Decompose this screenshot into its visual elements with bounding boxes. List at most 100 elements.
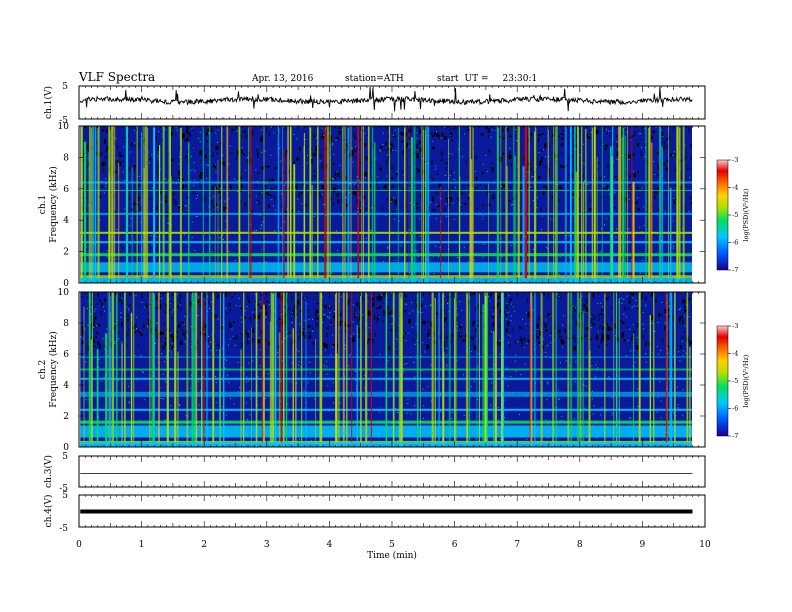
ch2-spectrogram-dot <box>283 415 285 417</box>
ch1-spectrogram-colorbar-tick-label: -4 <box>732 184 738 192</box>
ch1-spectrogram-dot <box>308 271 310 273</box>
ch2-spectrogram-dot <box>309 361 311 363</box>
ch2-spectrogram-dot <box>208 335 209 337</box>
ch1-spectrogram-dot <box>182 270 184 272</box>
ch2-spectrogram-speckle <box>180 302 182 305</box>
ch2-spectrogram-dot <box>441 303 443 305</box>
ch2-spectrogram-speckle <box>585 307 589 312</box>
ch2-spectrogram-speckle <box>443 318 446 322</box>
ch2-spectrogram-dot <box>555 349 557 351</box>
ch2-spectrogram-speckle <box>129 292 131 296</box>
ch2-spectrogram-dot <box>135 295 137 297</box>
ch1-spectrogram-speckle <box>530 167 533 172</box>
ch1-spectrogram-dot <box>255 169 257 171</box>
ch2-spectrogram-dot <box>507 385 509 387</box>
ch1-spectrogram-dot <box>179 153 181 155</box>
ch1-spectrogram-dot <box>601 143 603 145</box>
ch1-spectrogram-dot <box>628 158 630 160</box>
ch1-spectrogram-speckle <box>121 160 124 163</box>
ch1-spectrogram-ytick-label: 2 <box>63 248 69 258</box>
ch1-spectrogram-dot <box>501 256 503 258</box>
ch1-spectrogram-speckle <box>216 130 219 133</box>
ch2-spectrogram-dot <box>515 370 517 372</box>
ch2-spectrogram-dot <box>355 385 357 387</box>
ch1-spectrogram-dot <box>219 237 221 238</box>
ch1-spectrogram-speckle <box>284 209 288 211</box>
ch2-spectrogram-streak <box>91 292 93 447</box>
ch1-spectrogram-dot <box>208 262 210 264</box>
ch1-spectrogram-speckle <box>173 200 177 206</box>
ch2-spectrogram-dot <box>246 376 248 378</box>
ch2-spectrogram-speckle <box>118 298 122 302</box>
ch1-spectrogram-speckle <box>215 203 218 206</box>
ch1-spectrogram-speckle <box>95 151 98 155</box>
ch2-spectrogram-dot <box>365 406 367 408</box>
ch1-spectrogram-speckle <box>450 170 452 175</box>
ch1-spectrogram-dot <box>679 219 681 221</box>
ch2-spectrogram-speckle <box>92 339 95 342</box>
ch2-spectrogram-dot <box>228 382 230 384</box>
header-start-time: start UT = 23:30:1 <box>437 74 543 84</box>
ch2-spectrogram-speckle <box>439 314 441 316</box>
ch1-spectrogram-dot <box>615 228 617 230</box>
ch2-spectrogram-speckle <box>126 319 129 321</box>
ch1-spectrogram-speckle <box>558 185 562 190</box>
ch1-spectrogram-dot <box>604 224 605 226</box>
ch1-spectrogram-dot <box>386 154 388 156</box>
ch2-spectrogram-streak <box>633 333 635 447</box>
ch1-spectrogram-dot <box>467 261 469 263</box>
ch1-spectrogram-streak <box>363 126 364 283</box>
ch1-spectrogram-streak <box>408 126 410 283</box>
ch2-spectrogram-dot <box>230 421 232 423</box>
ch2-spectrogram-speckle <box>346 324 350 327</box>
ch1-spectrogram-dot <box>130 151 132 153</box>
ch1-spectrogram-streak <box>118 162 120 283</box>
ch1-spectrogram-speckle <box>334 171 336 176</box>
ch2-spectrogram-dot <box>430 304 432 306</box>
ch2-spectrogram-speckle <box>283 306 287 310</box>
ch2-spectrogram-streak <box>195 292 198 447</box>
ch1-spectrogram-speckle <box>205 132 209 136</box>
ch2-spectrogram-dot <box>538 344 540 346</box>
ch2-spectrogram-speckle <box>189 301 193 306</box>
ch2-spectrogram-dot <box>241 366 243 368</box>
ch2-spectrogram-dot <box>438 332 440 334</box>
ch1-spectrogram-speckle <box>356 198 359 204</box>
ch2-spectrogram-dot <box>662 440 664 442</box>
ch2-spectrogram-speckle <box>97 340 99 344</box>
ch1-spectrogram-dot <box>676 167 677 169</box>
ch1-spectrogram-speckle <box>609 170 611 173</box>
ch2-spectrogram-dot <box>470 386 472 387</box>
ch1-spectrogram-speckle <box>568 206 570 208</box>
ch1-spectrogram-dot <box>221 155 223 157</box>
x-tick-label: 2 <box>201 540 207 550</box>
ch1-spectrogram-dot <box>497 248 499 250</box>
ch1-spectrogram-dot <box>344 259 345 260</box>
ch1-spectrogram-speckle <box>562 130 566 132</box>
ch1-spectrogram-dot <box>90 176 92 178</box>
ch2-spectrogram-dot <box>178 356 180 358</box>
ch1-spectrogram-dot <box>153 185 155 187</box>
ch2-spectrogram-streak <box>203 292 205 447</box>
ch2-spectrogram-dot <box>413 362 415 363</box>
ch2-spectrogram-streak <box>501 292 504 447</box>
ch2-spectrogram-speckle <box>369 333 373 336</box>
ch1-spectrogram-dot <box>217 142 218 143</box>
ch2-spectrogram-dot <box>670 436 672 438</box>
ch2-spectrogram-dot <box>89 419 91 421</box>
ch1-spectrogram-dot <box>537 197 539 199</box>
ch1-spectrogram-speckle <box>358 162 362 164</box>
ch1-spectrogram-speckle <box>652 130 655 133</box>
ch1-spectrogram-speckle <box>666 144 669 150</box>
ch2-spectrogram-speckle <box>233 321 236 324</box>
ch2-spectrogram-dot <box>499 353 501 355</box>
ch1-spectrogram-dot <box>311 218 313 220</box>
ch1-spectrogram-dot <box>139 273 141 275</box>
ch1-spectrogram-speckle <box>358 202 361 205</box>
ch1-spectrogram-speckle <box>686 164 688 167</box>
ch2-spectrogram-dot <box>650 378 651 380</box>
ch1-spectrogram-streak <box>162 126 165 283</box>
ch1-spectrogram-dot <box>534 256 536 258</box>
ch2-spectrogram-dot <box>259 349 261 351</box>
ch1-spectrogram-speckle <box>451 138 454 143</box>
